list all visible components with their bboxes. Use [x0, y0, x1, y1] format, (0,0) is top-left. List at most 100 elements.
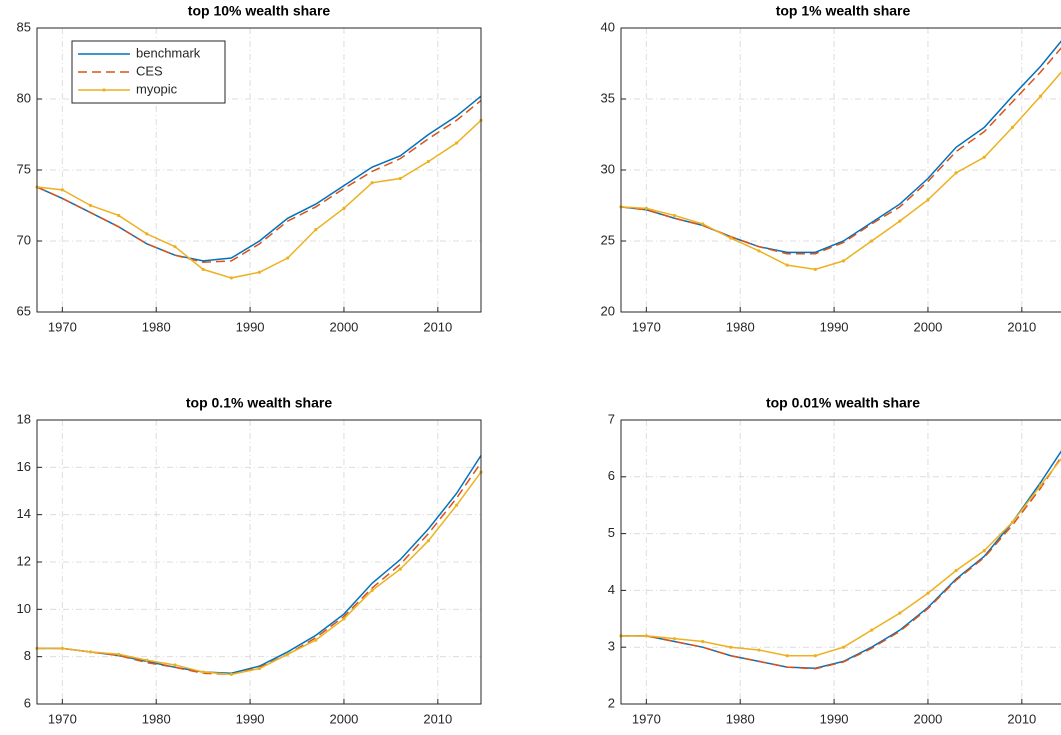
series-marker: [426, 539, 431, 543]
axes-box: [620, 27, 1061, 313]
series-marker: [644, 206, 648, 210]
series-marker: [982, 155, 986, 159]
series-marker: [201, 267, 205, 271]
chart-title: top 1% wealth share: [776, 3, 911, 19]
subplot: top 10% wealth share 65 70 75 80 85 1970 1980 19…: [17, 3, 483, 334]
plot-area: [621, 420, 1061, 704]
x-tick-label: 2000: [329, 711, 358, 726]
series-marker: [398, 176, 402, 181]
y-tick-label: 80: [17, 90, 31, 105]
series-marker: [813, 267, 817, 271]
x-tick-label: 2000: [913, 319, 942, 334]
x-tick-label: 1970: [632, 711, 661, 726]
series-marker: [729, 645, 733, 649]
series-marker: [173, 245, 177, 249]
y-tick-label: 4: [608, 582, 615, 597]
series-marker: [60, 646, 64, 650]
subplot: top 0.01% wealth share 2 3 4 5 6 7 1970 1980 1990…: [608, 395, 1061, 726]
y-tick-label: 16: [17, 459, 31, 474]
x-tick-label: 1980: [726, 711, 755, 726]
y-tick-label: 40: [601, 19, 615, 34]
series-marker: [1010, 125, 1015, 129]
series-marker: [757, 249, 761, 253]
series-marker: [982, 549, 986, 553]
y-tick-label: 75: [17, 161, 31, 176]
x-tick-label: 1990: [820, 711, 849, 726]
y-tick-label: 30: [601, 161, 615, 176]
series-marker: [644, 634, 648, 638]
chart-title: top 10% wealth share: [188, 3, 331, 19]
series-marker: [672, 213, 677, 218]
series-line: [620, 47, 1061, 255]
legend: benchmark CES myopic: [71, 40, 226, 104]
x-tick-label: 1990: [236, 319, 265, 334]
series-marker: [870, 628, 874, 632]
y-tick-label: 6: [608, 468, 615, 483]
series-marker: [898, 611, 902, 615]
series-marker: [342, 206, 346, 210]
series-marker: [757, 648, 761, 652]
series-marker: [145, 658, 149, 662]
x-tick-label: 2010: [1007, 319, 1036, 334]
x-tick-label: 2010: [1007, 711, 1036, 726]
series-marker: [785, 263, 789, 267]
series-line: [621, 455, 1061, 670]
legend-marker: [102, 88, 106, 92]
legend-label: CES: [136, 63, 163, 78]
series-marker: [672, 637, 677, 641]
series-marker: [257, 270, 262, 274]
series-marker: [286, 256, 290, 260]
series-marker: [926, 198, 930, 202]
y-tick-label: 10: [17, 601, 31, 616]
series-marker: [173, 663, 177, 667]
series-marker: [117, 652, 121, 656]
legend-label: myopic: [136, 81, 178, 96]
y-tick-label: 3: [608, 639, 615, 654]
series-marker: [286, 652, 290, 656]
y-tick-label: 14: [17, 506, 31, 521]
subplot: top 0.1% wealth share 6 8 10 12 14 16 18 1970 198…: [17, 395, 483, 726]
x-tick-label: 2010: [423, 711, 452, 726]
y-tick-label: 5: [608, 525, 615, 540]
y-tick-label: 35: [601, 90, 615, 105]
x-tick-label: 2000: [913, 711, 942, 726]
series-marker: [870, 239, 874, 243]
axes-box: [620, 419, 1061, 705]
x-tick-label: 1980: [726, 319, 755, 334]
series-marker: [201, 670, 205, 674]
y-tick-label: 18: [17, 411, 31, 426]
series-marker: [454, 141, 459, 145]
series-marker: [954, 568, 958, 573]
legend-label: benchmark: [136, 45, 201, 60]
axes-box: [36, 27, 482, 313]
series-marker: [88, 203, 93, 208]
series-marker: [229, 672, 233, 677]
series-marker: [926, 591, 930, 595]
y-tick-label: 20: [601, 303, 615, 318]
x-tick-label: 1990: [820, 319, 849, 334]
series-marker: [314, 638, 318, 642]
series-marker: [841, 259, 846, 263]
subplot: top 1% wealth share 20 25 30 35 40 1970 1980 199…: [601, 3, 1061, 334]
y-tick-label: 7: [608, 411, 615, 426]
x-tick-label: 1970: [48, 319, 77, 334]
series-marker: [342, 617, 346, 621]
series-marker: [370, 181, 374, 185]
y-tick-label: 8: [24, 648, 31, 663]
series-line: [36, 99, 482, 264]
series-marker: [701, 222, 705, 226]
series-marker: [88, 650, 93, 654]
series-marker: [1038, 94, 1043, 98]
series-marker: [398, 567, 402, 571]
series-marker: [954, 171, 958, 175]
chart-title: top 0.01% wealth share: [766, 395, 920, 411]
series-marker: [426, 159, 431, 164]
series-marker: [229, 276, 233, 280]
y-tick-label: 2: [608, 695, 615, 710]
chart-title: top 0.1% wealth share: [186, 395, 332, 411]
y-tick-label: 85: [17, 19, 31, 34]
axes-box: [36, 419, 482, 705]
series-marker: [454, 503, 459, 507]
